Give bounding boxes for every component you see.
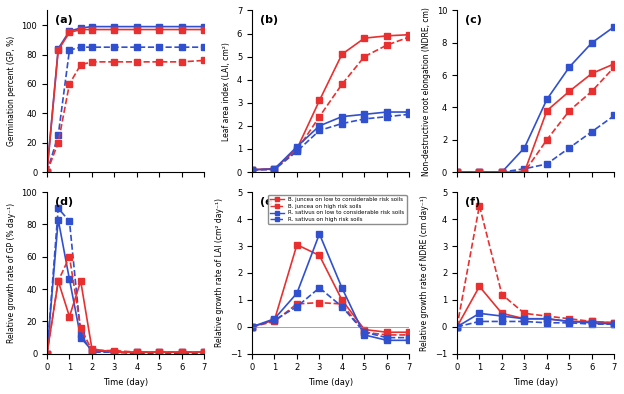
Y-axis label: Germination percent (GP, %): Germination percent (GP, %) — [7, 36, 16, 147]
Y-axis label: Relative growth rate of NDRE (cm day⁻¹): Relative growth rate of NDRE (cm day⁻¹) — [421, 195, 429, 351]
Text: (e): (e) — [260, 197, 278, 207]
X-axis label: Time (day): Time (day) — [308, 378, 353, 387]
Y-axis label: Non-destructive root elongation (NDRE, cm): Non-destructive root elongation (NDRE, c… — [422, 7, 431, 176]
Text: (a): (a) — [55, 15, 72, 25]
Text: (f): (f) — [465, 197, 480, 207]
Y-axis label: Leaf area index (LAI, cm²): Leaf area index (LAI, cm²) — [222, 42, 232, 141]
Y-axis label: Relative growth rate of LAI (cm² day⁻¹): Relative growth rate of LAI (cm² day⁻¹) — [215, 199, 225, 348]
X-axis label: Time (day): Time (day) — [513, 378, 558, 387]
Legend: B. juncea on low to considerable risk soils, B. juncea on high risk soils, R. sa: B. juncea on low to considerable risk so… — [268, 195, 407, 225]
X-axis label: Time (day): Time (day) — [103, 378, 149, 387]
Text: (d): (d) — [55, 197, 73, 207]
Text: (c): (c) — [465, 15, 482, 25]
Text: (b): (b) — [260, 15, 278, 25]
Y-axis label: Relative growth rate of GP (% day⁻¹): Relative growth rate of GP (% day⁻¹) — [7, 203, 16, 343]
